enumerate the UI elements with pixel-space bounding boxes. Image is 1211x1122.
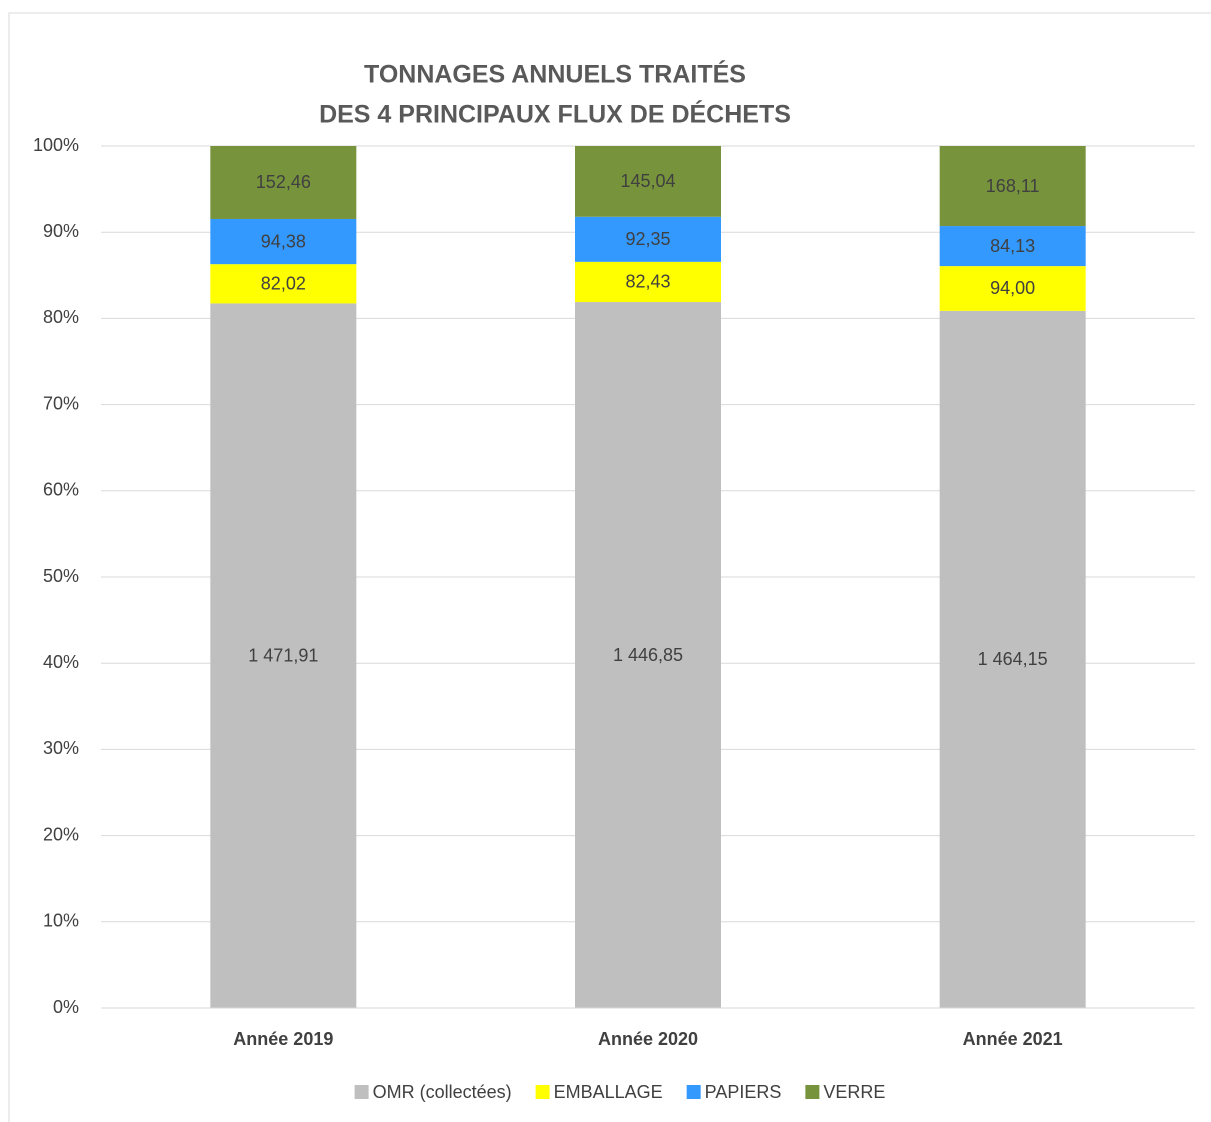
data-label: 94,38 (261, 231, 306, 251)
bar-segment (210, 218, 357, 265)
data-label: 1 446,85 (613, 645, 683, 665)
legend-swatch (805, 1085, 820, 1099)
bar-segment (939, 226, 1086, 267)
bar-segment (575, 146, 721, 217)
bar-segment (575, 261, 721, 303)
legend-label: VERRE (823, 1082, 885, 1102)
data-label: 145,04 (620, 171, 675, 191)
y-tick-label: 30% (43, 738, 79, 758)
y-tick-label: 70% (43, 393, 79, 413)
data-label: 1 464,15 (978, 649, 1048, 669)
data-label: 168,11 (986, 176, 1040, 196)
bar-segment (210, 264, 357, 304)
x-tick-label: Année 2019 (233, 1029, 333, 1049)
y-tick-label: 80% (43, 307, 79, 327)
bar-segment (575, 302, 721, 1008)
y-tick-label: 10% (43, 911, 79, 931)
data-label: 84,13 (990, 236, 1035, 256)
y-tick-label: 50% (43, 566, 79, 586)
chart-border (8, 12, 1211, 1122)
legend-label: EMBALLAGE (554, 1082, 663, 1102)
bar-segment (575, 216, 721, 262)
y-tick-label: 0% (53, 997, 79, 1017)
legend-swatch (535, 1085, 550, 1099)
data-label: 1 471,91 (248, 645, 318, 665)
bar-segment (939, 310, 1086, 1008)
bar-segment (939, 266, 1086, 311)
legend-swatch (686, 1085, 701, 1099)
x-tick-label: Année 2021 (963, 1029, 1063, 1049)
data-label: 82,43 (625, 272, 670, 292)
y-tick-label: 60% (43, 480, 79, 500)
legend-swatch (354, 1085, 369, 1099)
data-label: 92,35 (625, 229, 670, 249)
y-tick-label: 90% (43, 221, 79, 241)
chart-title: TONNAGES ANNUELS TRAITÉS (364, 60, 746, 89)
data-label: 82,02 (261, 274, 306, 294)
bar-segment (939, 146, 1086, 227)
legend-label: OMR (collectées) (373, 1082, 512, 1102)
bar-segment (210, 303, 357, 1008)
y-tick-label: 20% (43, 824, 79, 844)
y-tick-label: 100% (33, 135, 79, 155)
chart-title: DES 4 PRINCIPAUX FLUX DE DÉCHETS (319, 100, 791, 129)
legend-label: PAPIERS (705, 1082, 782, 1102)
data-label: 152,46 (256, 172, 311, 192)
y-tick-label: 40% (43, 652, 79, 672)
data-label: 94,00 (990, 278, 1035, 298)
x-tick-label: Année 2020 (598, 1029, 698, 1049)
bar-segment (210, 146, 357, 219)
